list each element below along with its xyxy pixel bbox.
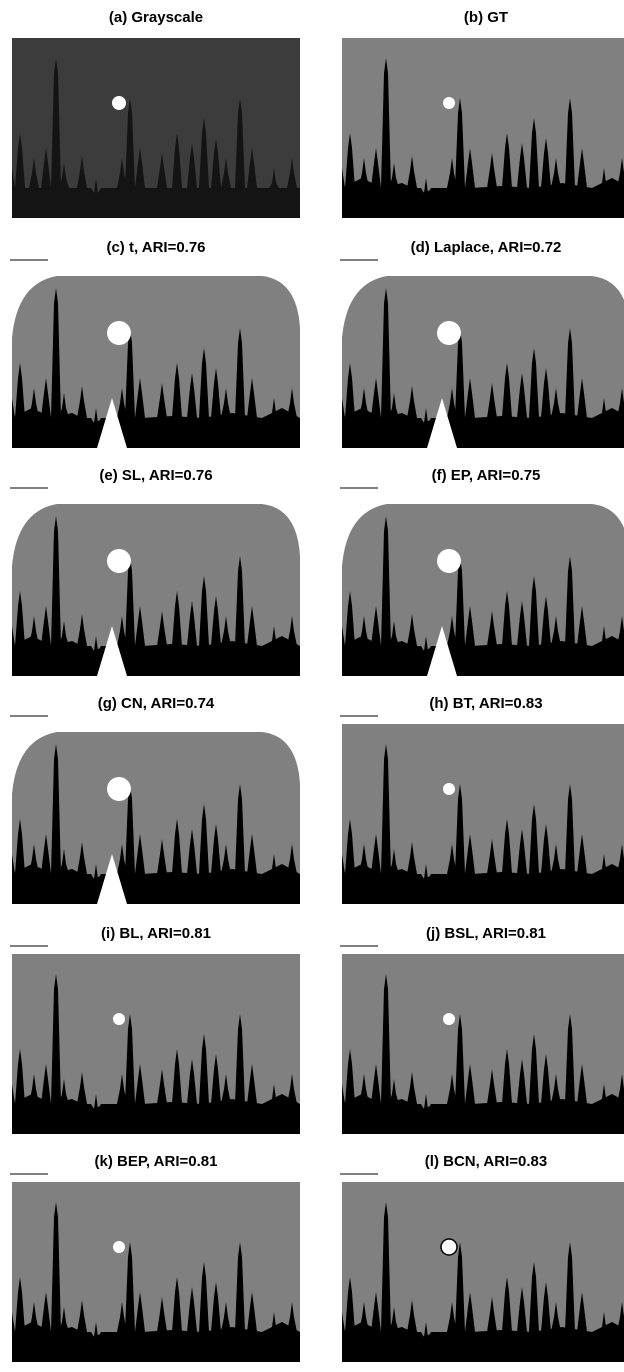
- moon: [107, 321, 131, 345]
- panel-title: (l) BCN, ARI=0.83: [425, 1153, 547, 1170]
- moon: [441, 1239, 457, 1255]
- panel-title: (b) GT: [464, 9, 508, 26]
- image-clip: [12, 496, 300, 676]
- panel-title: (j) BSL, ARI=0.81: [426, 925, 546, 942]
- panel-title: (d) Laplace, ARI=0.72: [411, 239, 562, 256]
- image-clip: [342, 38, 624, 218]
- panel-title: (g) CN, ARI=0.74: [98, 695, 215, 712]
- moon: [113, 1013, 125, 1025]
- panel-title: (h) BT, ARI=0.83: [429, 695, 542, 712]
- figure: (a) Grayscale (b) GT (c) t, ARI=0.76 (d) La…: [0, 0, 624, 1367]
- moon: [437, 321, 461, 345]
- panel-image: [12, 496, 300, 676]
- moon: [112, 96, 126, 110]
- panel-title: (e) SL, ARI=0.76: [99, 467, 212, 484]
- panel-image: [12, 38, 300, 218]
- moon: [443, 783, 455, 795]
- panel-title: (c) t, ARI=0.76: [106, 239, 205, 256]
- panel-image: [12, 268, 300, 448]
- image-clip: [342, 724, 624, 904]
- image-clip: [12, 1182, 300, 1367]
- moon: [443, 1013, 455, 1025]
- moon: [107, 777, 131, 801]
- image-clip: [342, 496, 624, 676]
- panel-image: [342, 38, 624, 218]
- moon: [107, 549, 131, 573]
- image-clip: [342, 954, 624, 1134]
- image-clip: [12, 268, 300, 448]
- panel-image: [342, 268, 624, 448]
- panel-image: [12, 954, 300, 1134]
- panel-image: [12, 1182, 300, 1367]
- image-clip: [12, 954, 300, 1134]
- moon: [443, 97, 455, 109]
- panel-image: [342, 954, 624, 1134]
- panel-image: [342, 1182, 624, 1367]
- panel-title: (i) BL, ARI=0.81: [101, 925, 211, 942]
- panel-title: (a) Grayscale: [109, 9, 203, 26]
- panel-image: [12, 724, 300, 904]
- panel-image: [342, 496, 624, 676]
- panel-title: (f) EP, ARI=0.75: [432, 467, 541, 484]
- image-clip: [12, 724, 300, 904]
- panel-title: (k) BEP, ARI=0.81: [95, 1153, 218, 1170]
- panel-image: [342, 724, 624, 904]
- image-clip: [12, 38, 300, 218]
- moon: [437, 549, 461, 573]
- moon: [113, 1241, 125, 1253]
- image-clip: [342, 1182, 624, 1367]
- image-clip: [342, 268, 624, 448]
